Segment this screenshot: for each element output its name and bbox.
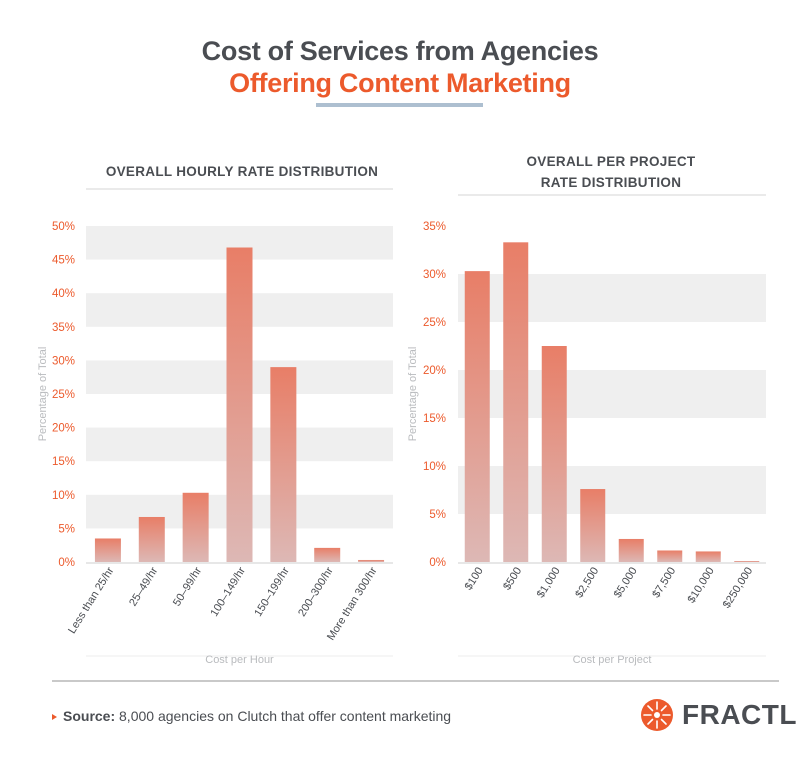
bar bbox=[580, 489, 606, 562]
y-tick-label: 0% bbox=[429, 557, 446, 569]
y-tick-label: 10% bbox=[423, 461, 446, 473]
source-label: Source: bbox=[63, 708, 116, 724]
bullet-triangle-icon bbox=[52, 714, 57, 721]
charts-canvas: OVERALL HOURLY RATE DISTRIBUTION 0% 5% 10% 1… bbox=[37, 154, 766, 666]
x-tick-label: 25–49/hr bbox=[127, 565, 160, 608]
chart-subtitle: OVERALL PER PROJECT bbox=[527, 154, 696, 169]
chart-title-line2: Offering Content Marketing bbox=[229, 68, 571, 98]
bar bbox=[503, 242, 529, 562]
y-tick-label: 10% bbox=[52, 490, 75, 502]
y-tick-label: 35% bbox=[52, 322, 75, 334]
title-underline bbox=[316, 103, 483, 107]
y-tick-label: 25% bbox=[423, 317, 446, 329]
y-tick-label: 30% bbox=[52, 355, 75, 367]
source-note: Source: 8,000 agencies on Clutch that of… bbox=[52, 708, 451, 724]
bar bbox=[464, 271, 490, 562]
chart-subtitle: RATE DISTRIBUTION bbox=[541, 175, 682, 190]
bar bbox=[657, 550, 683, 562]
bar bbox=[94, 538, 121, 562]
bar bbox=[358, 559, 385, 562]
x-tick-label: Less than 25/hr bbox=[66, 565, 117, 636]
bar bbox=[618, 538, 644, 562]
x-tick-label: $500 bbox=[501, 565, 524, 592]
x-axis-label: Cost per Hour bbox=[205, 654, 274, 666]
chart-title-line1: Cost of Services from Agencies bbox=[201, 36, 599, 66]
x-tick-label: $5,000 bbox=[612, 565, 640, 600]
source-text: 8,000 agencies on Clutch that offer cont… bbox=[119, 708, 452, 724]
bar bbox=[314, 547, 341, 562]
y-tick-label: 15% bbox=[52, 456, 75, 468]
x-tick-label: $250,000 bbox=[721, 565, 755, 610]
x-axis-label: Cost per Project bbox=[573, 654, 652, 666]
bar bbox=[138, 516, 165, 562]
bar bbox=[226, 247, 253, 562]
y-tick-label: 5% bbox=[429, 509, 446, 521]
bar bbox=[270, 367, 297, 562]
x-tick-label: 150–199/hr bbox=[252, 565, 292, 619]
y-axis-label: Percentage of Total bbox=[407, 347, 419, 442]
y-tick-label: 45% bbox=[52, 255, 75, 267]
y-tick-label: 20% bbox=[52, 423, 75, 435]
x-tick-label: $1,000 bbox=[535, 565, 563, 600]
bar bbox=[541, 346, 567, 562]
x-tick-label: $7,500 bbox=[650, 565, 678, 600]
y-tick-label: 30% bbox=[423, 269, 446, 281]
y-tick-label: 5% bbox=[58, 523, 75, 535]
y-tick-label: 15% bbox=[423, 413, 446, 425]
x-tick-label: 100–149/hr bbox=[208, 565, 248, 619]
brand-wordmark: FRACTL bbox=[682, 699, 797, 730]
bar bbox=[695, 551, 721, 562]
chart-subtitle: OVERALL HOURLY RATE DISTRIBUTION bbox=[106, 164, 378, 179]
y-tick-label: 25% bbox=[52, 389, 75, 401]
x-tick-label: 50–99/hr bbox=[171, 565, 204, 608]
fractl-logo-icon bbox=[641, 699, 673, 731]
y-tick-label: 20% bbox=[423, 365, 446, 377]
bar bbox=[182, 492, 209, 562]
bar bbox=[734, 561, 760, 562]
hourly-rate-chart: OVERALL HOURLY RATE DISTRIBUTION 0% 5% 10% 1… bbox=[37, 164, 393, 666]
brand-logo: FRACTL bbox=[640, 698, 797, 732]
x-tick-label: $2,500 bbox=[573, 565, 601, 600]
footer-divider bbox=[52, 680, 779, 682]
x-tick-label: $10,000 bbox=[686, 565, 717, 605]
project-rate-chart: OVERALL PER PROJECT RATE DISTRIBUTION 0% 5%… bbox=[407, 154, 766, 666]
x-tick-label: 200–300/hr bbox=[296, 565, 336, 619]
x-tick-label: More than 300/hr bbox=[325, 565, 380, 643]
y-tick-label: 35% bbox=[423, 221, 446, 233]
x-tick-label: $100 bbox=[463, 565, 486, 592]
y-tick-label: 50% bbox=[52, 221, 75, 233]
y-tick-label: 0% bbox=[58, 557, 75, 569]
y-tick-label: 40% bbox=[52, 288, 75, 300]
y-axis-label: Percentage of Total bbox=[37, 347, 49, 442]
